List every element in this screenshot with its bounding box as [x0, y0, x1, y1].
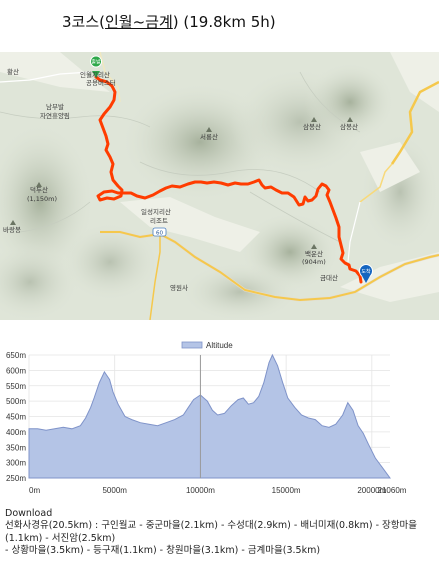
- terrain-shading: [0, 62, 439, 320]
- y-tick-label: 250m: [6, 474, 26, 483]
- x-tick-label: 20000m: [357, 486, 386, 495]
- elevation-chart: Altitude 250m 300m 350m 400m 450m 500m 550m 600…: [6, 341, 407, 495]
- y-tick-label: 350m: [6, 443, 26, 452]
- x-tick-label: 15000m: [272, 486, 301, 495]
- label-geumdaesan: 금대산: [320, 273, 338, 282]
- end-marker[interactable]: 도착: [359, 264, 373, 284]
- start-marker-label: 출발: [91, 59, 101, 66]
- label-deokdu-1: 덕두산: [30, 185, 48, 194]
- label-barangbong: 바랑봉: [3, 225, 21, 234]
- route-segments-line1: 선화사경유(20.5km) : 구인월교 - 중군마을(2.1km) - 수성대…: [5, 520, 418, 544]
- label-hwangsan: 황산: [7, 67, 19, 76]
- x-axis-end-label: 21060m: [378, 486, 407, 495]
- label-inwol-2: 공용버스터: [86, 78, 116, 87]
- road-shield-60: 60: [152, 227, 167, 237]
- title-prefix: 3코스(: [62, 13, 105, 31]
- title-suffix: ) (19.8km 5h): [172, 13, 276, 31]
- title-route-link[interactable]: 인월~금계: [105, 13, 173, 31]
- trail-route[interactable]: [94, 75, 363, 284]
- start-marker[interactable]: 출발: [90, 55, 102, 78]
- label-baegunsan-1: 백운산: [305, 249, 323, 258]
- label-seoryongsan: 서룡산: [200, 132, 218, 141]
- y-axis: 250m 300m 350m 400m 450m 500m 550m 600m 650m: [6, 351, 26, 483]
- x-tick-label: 0m: [29, 486, 40, 495]
- streams: [0, 71, 361, 243]
- x-tick-label: 5000m: [102, 486, 127, 495]
- x-axis: 0m 5000m 10000m 15000m 20000m: [29, 477, 390, 495]
- y-tick-label: 650m: [6, 351, 26, 360]
- y-tick-label: 300m: [6, 459, 26, 468]
- trail-map[interactable]: 출발 도착 황산 인월지리산 공용버스터 남부발 자연휴양림 덕두산 (1,15…: [0, 52, 439, 320]
- route-segments-line2: - 상황마을(3.5km) - 등구재(1.1km) - 창원마을(3.1km)…: [5, 544, 321, 556]
- end-marker-label: 도착: [361, 268, 371, 275]
- legend-label: Altitude: [206, 341, 233, 350]
- elevation-area: [28, 353, 391, 479]
- y-tick-label: 500m: [6, 397, 26, 406]
- download-section: Download 선화사경유(20.5km) : 구인월교 - 중군마을(2.1…: [5, 508, 437, 557]
- roads: [0, 52, 439, 320]
- svg-text:60: 60: [156, 231, 163, 237]
- label-ilseong-1: 일성지리산: [141, 207, 171, 216]
- label-deokdu-2: (1,150m): [27, 195, 57, 203]
- peak-icons: [10, 117, 353, 249]
- map-place-labels: 황산 인월지리산 공용버스터 남부발 자연휴양림 덕두산 (1,150m) 바랑…: [3, 67, 358, 292]
- label-baegunsan-2: (904m): [302, 258, 326, 266]
- download-link[interactable]: Download: [5, 508, 53, 519]
- y-tick-label: 550m: [6, 382, 26, 391]
- label-nambu-2: 자연휴양림: [40, 111, 70, 120]
- label-nambu-1: 남부발: [46, 102, 64, 111]
- label-ilseong-2: 리조트: [150, 216, 168, 225]
- x-tick-label: 10000m: [186, 486, 215, 495]
- y-tick-label: 400m: [6, 428, 26, 437]
- legend-swatch: [181, 341, 203, 349]
- chart-legend: Altitude: [181, 341, 233, 350]
- label-inwol-1: 인월지리산: [80, 70, 110, 79]
- page-title: 3코스(인월~금계) (19.8km 5h): [62, 11, 276, 32]
- label-yeongwonsa: 영원사: [170, 283, 188, 292]
- label-sambongsan-1: 삼봉산: [303, 122, 321, 131]
- y-tick-label: 600m: [6, 366, 26, 375]
- label-sambongsan-2: 삼봉산: [340, 122, 358, 131]
- y-tick-label: 450m: [6, 413, 26, 422]
